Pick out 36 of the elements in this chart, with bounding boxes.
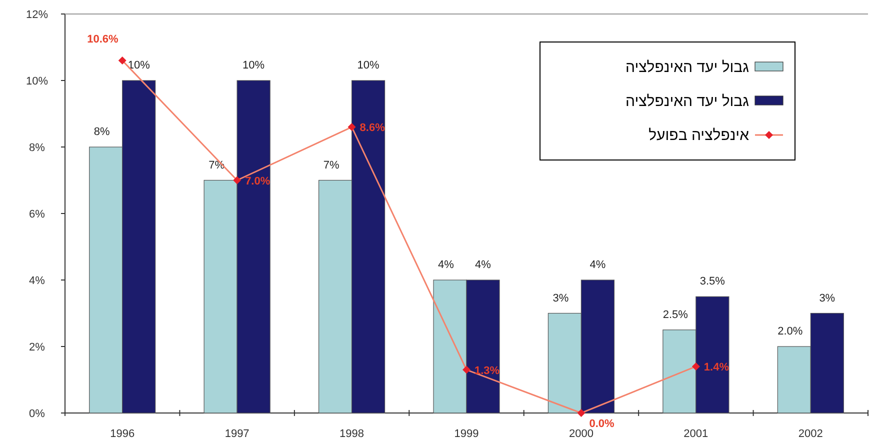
data-label: 10%	[128, 60, 150, 72]
data-label: 8.6%	[360, 122, 386, 134]
data-label: 3.5%	[700, 276, 726, 288]
data-label: 10%	[242, 60, 265, 72]
y-tick-label: 4%	[29, 275, 46, 287]
data-label: 4%	[475, 259, 492, 271]
data-label: 4%	[438, 259, 454, 271]
data-label: 3%	[552, 292, 569, 304]
x-tick-label: 1998	[340, 428, 364, 440]
x-tick-label: 2001	[684, 428, 708, 440]
y-tick-label: 10%	[26, 76, 48, 88]
data-label: 10.6%	[87, 34, 119, 46]
x-tick-label: 1996	[110, 428, 135, 440]
data-label: 2.5%	[662, 308, 688, 321]
x-tick-label: 2000	[568, 428, 594, 440]
y-tick-label: 12%	[26, 9, 48, 21]
data-label: 1.3%	[474, 364, 500, 377]
y-tick-label: 8%	[29, 142, 46, 154]
data-label: 3%	[819, 292, 836, 304]
data-label: 10%	[357, 60, 380, 72]
data-label: 1.4%	[704, 361, 730, 374]
data-label: 2.0%	[778, 326, 803, 338]
legend-label: אינפלציה בפועל	[648, 127, 750, 144]
legend-label: גבול יעד האינפלציה	[626, 93, 749, 110]
data-label: 8%	[94, 126, 110, 138]
x-tick-label: 2002	[798, 428, 823, 440]
x-tick-label: 1999	[454, 428, 479, 440]
data-label: 4%	[590, 259, 606, 271]
x-tick-label: 1997	[224, 428, 250, 440]
y-tick-label: 2%	[29, 342, 46, 354]
y-tick-label: 0%	[29, 408, 46, 420]
data-label: 7.0%	[245, 175, 270, 188]
data-label: 0.0%	[589, 418, 615, 430]
legend-label: גבול יעד האינפלציה	[626, 59, 749, 76]
y-tick-label: 6%	[29, 208, 46, 220]
data-label: 7%	[323, 159, 340, 172]
